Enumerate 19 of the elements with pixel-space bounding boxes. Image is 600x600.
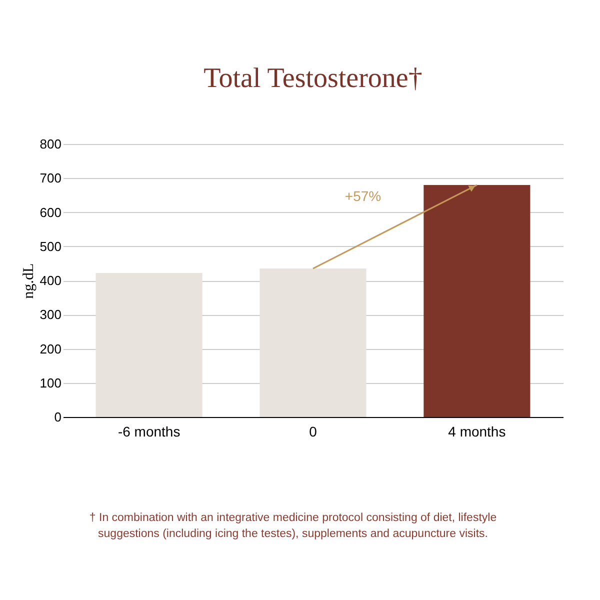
text: † In combination with an integrative medicine protocol consisting of diet, lifestyle suggestions (including icing the testes), supplements and acupuncture visits. <box>89 512 497 540</box>
y-tick-label: 300 <box>40 307 62 322</box>
y-tick-label: 100 <box>40 375 62 390</box>
bar <box>424 184 530 417</box>
x-tick-label: 4 months <box>448 424 506 440</box>
y-tick-label: 800 <box>40 136 62 152</box>
y-tick-label: 400 <box>40 273 62 288</box>
y-tick-label: 700 <box>40 170 62 186</box>
x-tick-label: -6 months <box>118 424 180 440</box>
bar <box>96 272 202 417</box>
y-axis-title: ng.dL <box>20 263 37 299</box>
y-tick-label: 0 <box>54 410 62 424</box>
y-tick-label: 600 <box>40 204 62 220</box>
bar <box>260 268 366 417</box>
annotation: +57% <box>344 188 382 204</box>
x-tick-label: 0 <box>309 424 318 440</box>
y-tick-label: 200 <box>40 341 62 356</box>
y-tick-label: 500 <box>40 238 62 254</box>
chart-title: Total Testosterone† <box>204 63 422 94</box>
